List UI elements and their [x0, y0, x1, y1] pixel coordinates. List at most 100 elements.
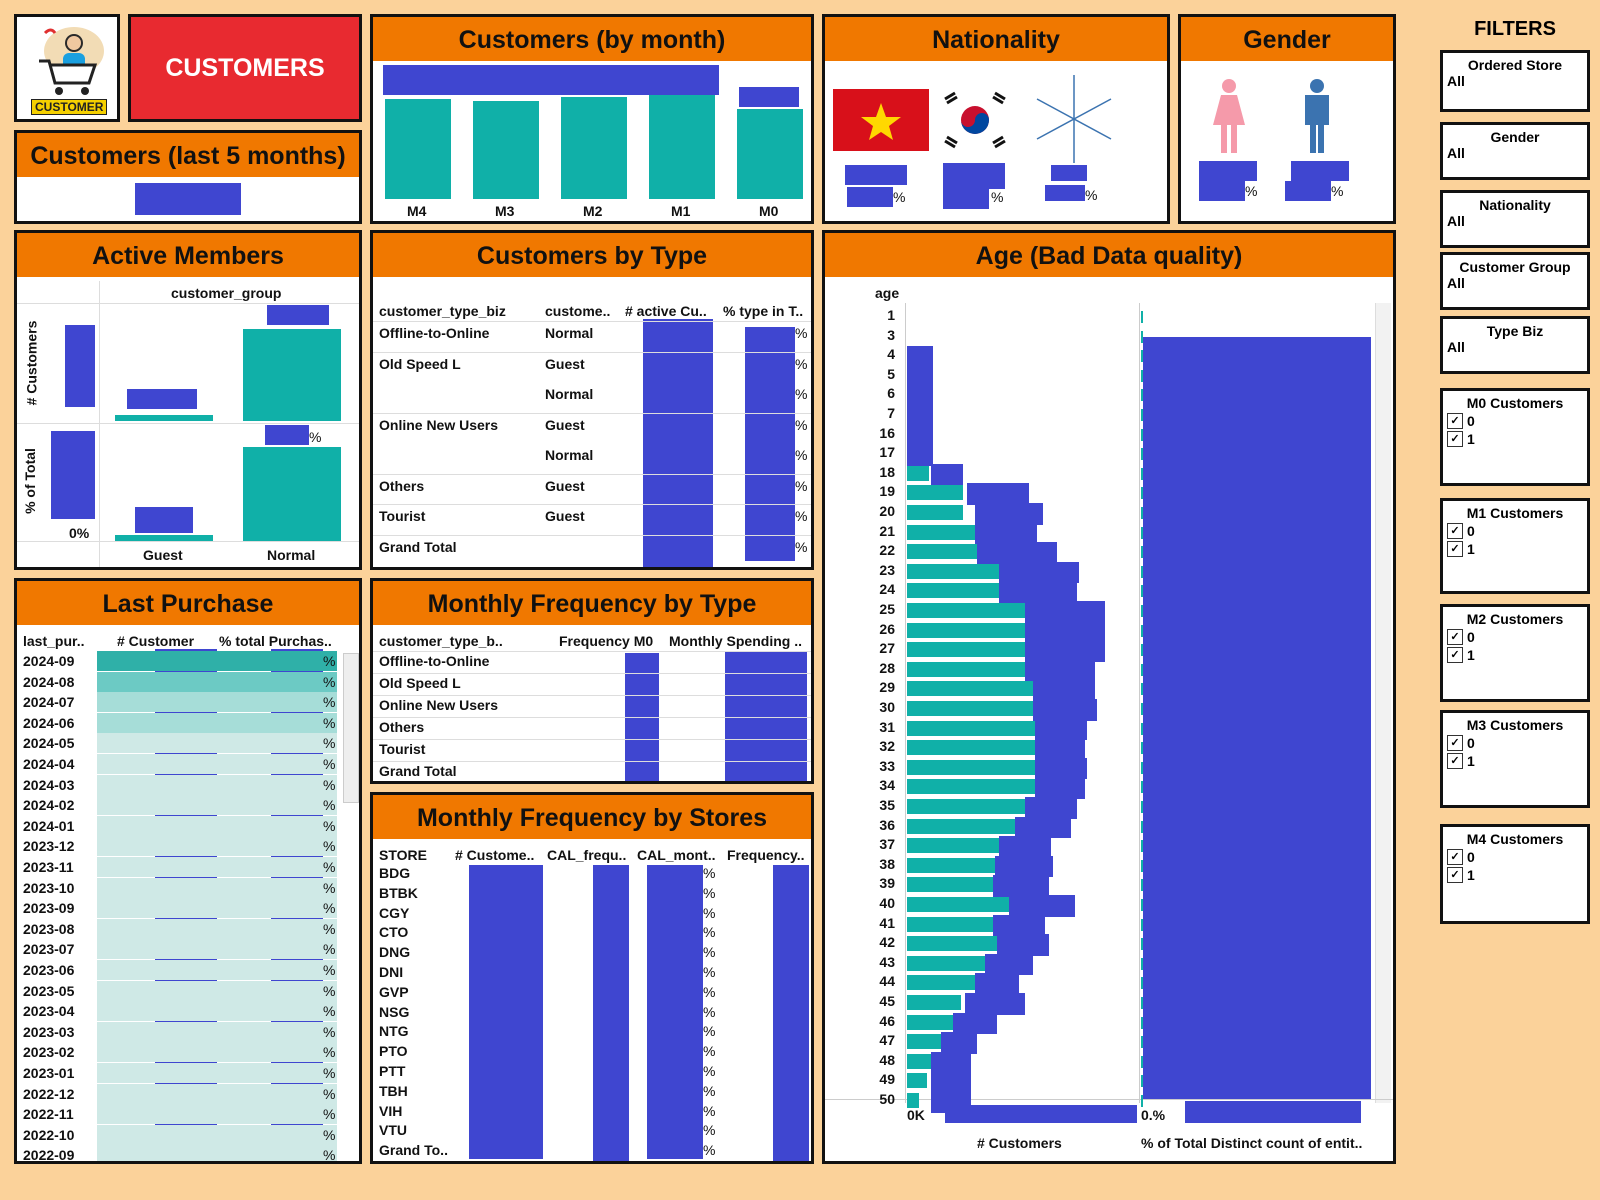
checkbox-option[interactable]: ✓ 0	[1447, 629, 1583, 645]
age-count-label	[997, 934, 1049, 956]
heat-cell	[97, 960, 337, 980]
age-count-bar	[907, 524, 975, 540]
age-count-label	[931, 1051, 971, 1074]
age-count-label	[1035, 757, 1087, 780]
checkbox-checked-icon[interactable]: ✓	[1447, 523, 1463, 539]
checkbox-checked-icon[interactable]: ✓	[1447, 647, 1463, 663]
filter-dropdown[interactable]: Type Biz All	[1440, 316, 1590, 374]
age-count-bar	[907, 661, 1057, 677]
pct-sign: %	[703, 1003, 716, 1020]
checkbox-option[interactable]: ✓ 1	[1447, 753, 1583, 769]
nat-kr-count	[943, 163, 1005, 189]
checkbox-option[interactable]: ✓ 1	[1447, 431, 1583, 447]
last-purchase-month: 2022-09	[23, 1147, 75, 1164]
heat-cell	[97, 795, 337, 816]
nationality-title: Nationality	[825, 17, 1167, 63]
age-count-bar	[907, 563, 1011, 579]
pct-sign: %	[323, 962, 336, 978]
last-purchase-month: 2023-01	[23, 1065, 75, 1081]
by-month-title: Customers (by month)	[373, 17, 811, 63]
store-label: PTT	[379, 1063, 406, 1079]
pct-sign: %	[323, 1023, 336, 1040]
age-label: 25	[879, 601, 895, 617]
gender-male-pct	[1285, 181, 1331, 201]
col-header: STORE	[379, 847, 427, 863]
age-panel: Age (Bad Data quality) age 0K 0.% # Cust…	[822, 230, 1396, 1164]
store-count-column	[469, 865, 543, 1159]
age-label: 39	[879, 875, 895, 892]
checkbox-option[interactable]: ✓ 0	[1447, 849, 1583, 865]
pct-sign: %	[703, 865, 716, 881]
age-label: 30	[879, 699, 895, 715]
col-header: Frequency..	[727, 847, 805, 863]
checkbox-option[interactable]: ✓ 1	[1447, 867, 1583, 883]
gender-title: Gender	[1181, 17, 1393, 63]
filter-value[interactable]: All	[1447, 213, 1465, 229]
type-biz-cell: Tourist	[379, 508, 426, 524]
checkbox-label: 1	[1467, 541, 1475, 557]
filter-label: Gender	[1490, 129, 1540, 145]
filter-value[interactable]: All	[1447, 73, 1465, 89]
last-purchase-month: 2022-10	[23, 1126, 75, 1143]
checkbox-checked-icon[interactable]: ✓	[1447, 431, 1463, 447]
checkbox-option[interactable]: ✓ 1	[1447, 541, 1583, 557]
age-pct-bar	[1141, 467, 1143, 480]
filter-dropdown[interactable]: Gender All	[1440, 122, 1590, 180]
checkbox-option[interactable]: ✓ 0	[1447, 735, 1583, 751]
filter-label: M2 Customers	[1466, 611, 1564, 627]
filter-dropdown[interactable]: Ordered Store All	[1440, 50, 1590, 112]
filter-value[interactable]: All	[1447, 275, 1465, 291]
checkbox-label: 0	[1467, 413, 1475, 429]
checkbox-checked-icon[interactable]: ✓	[1447, 867, 1463, 883]
pct-sign: %	[323, 1065, 336, 1081]
store-label: DNI	[379, 964, 404, 980]
age-count-label	[907, 365, 933, 388]
heat-cell	[97, 1063, 337, 1083]
filter-value[interactable]: All	[1447, 339, 1465, 355]
pct-sign: %	[323, 982, 336, 999]
age-label: 20	[879, 503, 895, 519]
age-count-label	[1025, 601, 1105, 623]
age-pct-bar	[1141, 703, 1143, 715]
scrollbar[interactable]	[343, 653, 359, 803]
filter-dropdown[interactable]: Nationality All	[1440, 190, 1590, 248]
checkbox-checked-icon[interactable]: ✓	[1447, 735, 1463, 751]
pct-sign: %	[323, 859, 336, 875]
checkbox-checked-icon[interactable]: ✓	[1447, 413, 1463, 429]
bar-m0-label	[739, 87, 799, 107]
guest-count-label	[127, 389, 197, 409]
pct-sign: %	[795, 386, 808, 402]
filter-dropdown[interactable]: Customer Group All	[1440, 252, 1590, 310]
store-label: CTO	[379, 924, 409, 941]
last-purchase-month: 2024-09	[23, 653, 75, 669]
checkbox-option[interactable]: ✓ 1	[1447, 647, 1583, 663]
checkbox-option[interactable]: ✓ 0	[1447, 413, 1583, 429]
heat-cell	[97, 815, 337, 836]
age-pct-bar	[1141, 879, 1143, 892]
age-pct-bar	[1141, 605, 1143, 617]
checkbox-checked-icon[interactable]: ✓	[1447, 753, 1463, 769]
normal-count-bar	[243, 329, 341, 421]
checkbox-checked-icon[interactable]: ✓	[1447, 849, 1463, 865]
checkbox-checked-icon[interactable]: ✓	[1447, 629, 1463, 645]
age-count-label	[965, 993, 1025, 1015]
pct-sign: %	[795, 447, 808, 463]
store-label: PTO	[379, 1043, 408, 1060]
pct-sign: %	[703, 924, 716, 941]
type-row-label: Offline-to-Online	[379, 653, 490, 669]
checkbox-option[interactable]: ✓ 0	[1447, 523, 1583, 539]
filter-value[interactable]: All	[1447, 145, 1465, 161]
age-count-bar	[907, 779, 1075, 795]
zero-tick: 0%	[69, 525, 90, 541]
type-row-label: Online New Users	[379, 697, 499, 713]
age-label: 5	[887, 365, 895, 382]
frequency-column	[773, 865, 809, 1161]
bar-m3	[473, 101, 539, 199]
last-purchase-month: 2023-12	[23, 838, 75, 855]
last-purchase-month: 2024-04	[23, 756, 75, 772]
checkbox-checked-icon[interactable]: ✓	[1447, 541, 1463, 557]
age-count-bar	[907, 1034, 943, 1050]
heat-cell	[97, 980, 337, 1001]
store-label: NSG	[379, 1003, 410, 1020]
guest-count-bar	[115, 415, 213, 421]
